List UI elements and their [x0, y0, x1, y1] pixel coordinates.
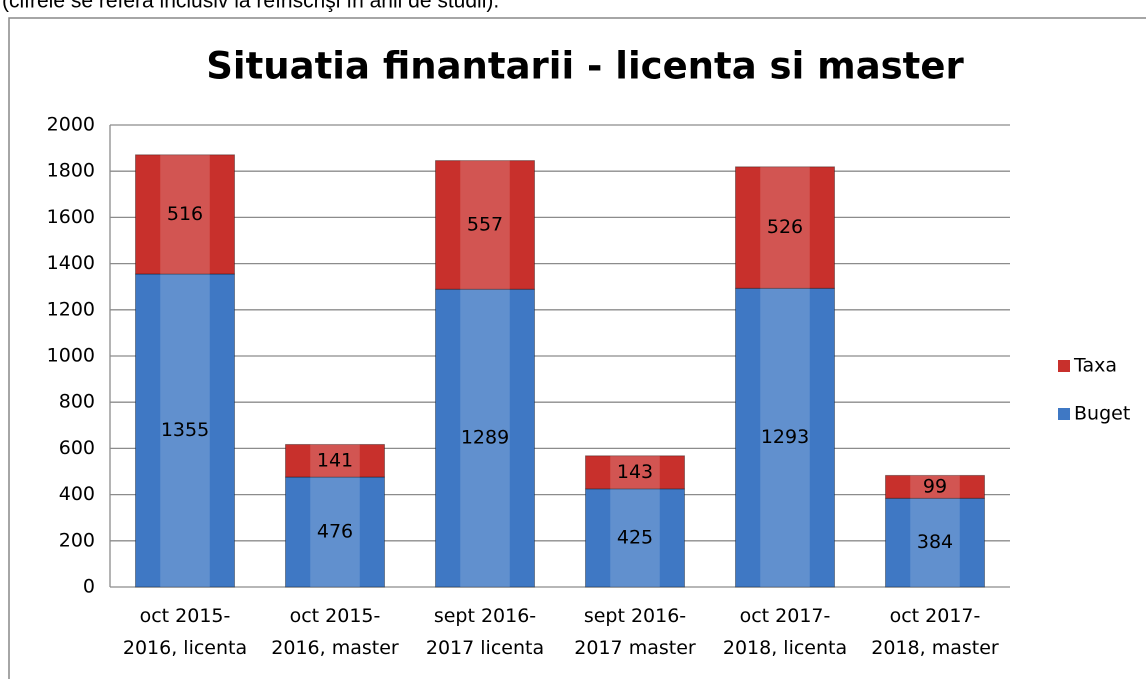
x-tick-label: oct 2017-2018, licenta	[723, 605, 847, 659]
data-label: 1289	[461, 427, 509, 449]
y-tick-label: 800	[59, 391, 95, 413]
data-label: 1355	[161, 419, 209, 441]
bar-segment	[885, 474, 985, 499]
bar-segment	[585, 488, 685, 588]
y-tick-label: 2000	[47, 114, 95, 136]
x-tick-label: sept 2016-2017 master	[574, 605, 696, 659]
note: (cifrele se referă inclusiv la reînscriş…	[2, 0, 499, 13]
bar-shine	[910, 498, 960, 587]
bar-shine	[160, 154, 210, 274]
data-label: 143	[617, 461, 653, 483]
y-tick-label: 1400	[47, 252, 95, 274]
y-tick-label: 1800	[47, 160, 95, 182]
bar-shine	[310, 444, 360, 478]
x-tick-label: sept 2016-2017 licenta	[426, 605, 544, 659]
data-label: 516	[167, 203, 203, 225]
bar-segment	[735, 287, 835, 588]
x-tick-label: oct 2015-2016, master	[271, 605, 399, 659]
data-label: 1293	[761, 426, 809, 448]
y-tick-label: 600	[59, 437, 95, 459]
legend-swatch	[1058, 360, 1070, 372]
data-label: 99	[923, 475, 947, 497]
bar-shine	[760, 288, 810, 587]
y-tick-label: 1600	[47, 206, 95, 228]
bar-shine	[760, 166, 810, 289]
data-label: 384	[917, 531, 953, 553]
x-tick-label: oct 2017-2018, master	[871, 605, 999, 659]
y-tick-label: 400	[59, 483, 95, 505]
bar-segment	[135, 273, 235, 588]
y-tick-label: 0	[83, 576, 95, 598]
x-tick-label: oct 2015-2016, licenta	[123, 605, 247, 659]
bar-segment	[285, 443, 385, 478]
y-tick-label: 1200	[47, 298, 95, 320]
legend-label: Taxa	[1073, 355, 1117, 377]
bar-shine	[160, 273, 210, 587]
bar-segment	[435, 288, 535, 588]
bar-segment	[735, 166, 835, 289]
legend-label: Buget	[1074, 403, 1130, 425]
bar-shine	[610, 488, 660, 587]
data-label: 141	[317, 449, 353, 471]
bar-shine	[460, 160, 510, 290]
chart-title: Situatia finantarii - licenta si master	[206, 45, 964, 88]
bar-segment	[585, 455, 685, 490]
data-label: 425	[617, 526, 653, 548]
y-tick-label: 1000	[47, 345, 95, 367]
y-tick-label: 200	[59, 529, 95, 551]
bar-segment	[135, 154, 235, 275]
data-label: 476	[317, 521, 353, 543]
bar-segment	[285, 476, 385, 588]
data-label: 557	[467, 213, 503, 235]
bar-shine	[460, 289, 510, 587]
legend-swatch	[1058, 408, 1070, 420]
bar-segment	[435, 160, 535, 290]
bar-shine	[610, 455, 660, 489]
bar-shine	[910, 475, 960, 499]
bar-shine	[310, 477, 360, 587]
data-label: 526	[767, 216, 803, 238]
